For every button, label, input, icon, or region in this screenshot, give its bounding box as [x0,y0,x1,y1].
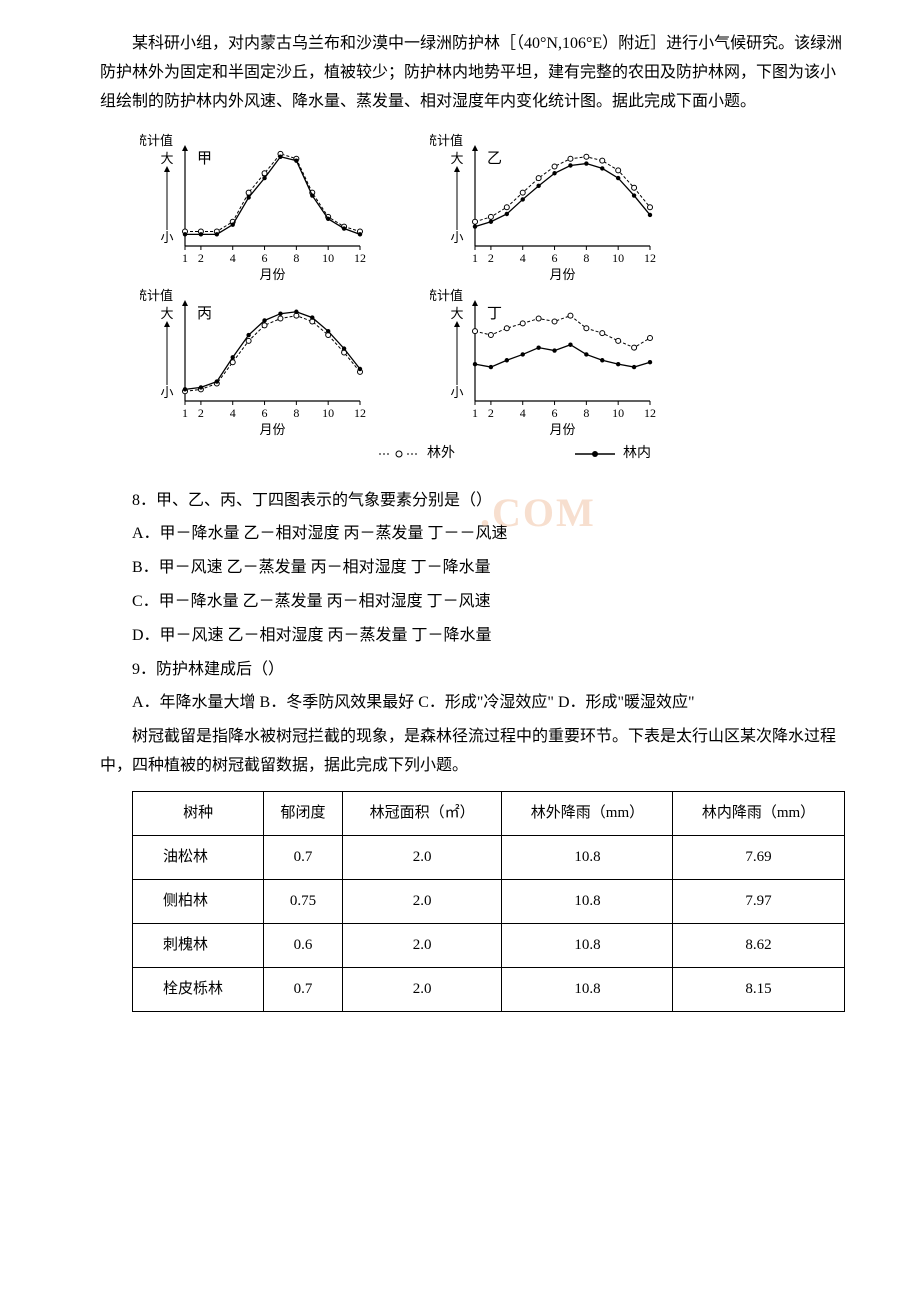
svg-text:6: 6 [262,406,268,420]
svg-text:1: 1 [182,406,188,420]
svg-text:12: 12 [644,251,656,265]
svg-text:丙: 丙 [197,306,212,322]
table-row: 油松林0.72.010.87.69 [133,835,845,879]
intro-paragraph: 某科研小组，对内蒙古乌兰布和沙漠中一绿洲防护林［（40°N,106°E）附近］进… [100,30,850,116]
table-cell: 8.15 [673,967,844,1011]
svg-text:6: 6 [552,406,558,420]
svg-text:月份: 月份 [259,422,285,436]
table-cell: 0.7 [264,835,343,879]
legend-outside-label: 林外 [427,441,455,466]
svg-text:月份: 月份 [549,267,575,281]
table-cell: 2.0 [342,923,502,967]
table-header: 林外降雨（mm） [502,791,673,835]
svg-text:8: 8 [293,406,299,420]
svg-text:小: 小 [160,230,173,245]
table-cell: 8.62 [673,923,844,967]
svg-text:小: 小 [450,230,463,245]
svg-text:2: 2 [488,406,494,420]
svg-text:12: 12 [354,406,366,420]
svg-text:12: 12 [644,406,656,420]
legend-inside: 林内 [575,441,651,466]
table-row: 刺槐林0.62.010.88.62 [133,923,845,967]
svg-text:乙: 乙 [487,151,502,167]
svg-text:小: 小 [450,385,463,400]
legend-inside-label: 林内 [623,441,651,466]
table-cell: 2.0 [342,879,502,923]
svg-text:统计值: 统计值 [140,288,173,303]
svg-text:小: 小 [160,385,173,400]
svg-text:月份: 月份 [259,267,285,281]
svg-text:6: 6 [262,251,268,265]
q8-stem: 8．甲、乙、丙、丁四图表示的气象要素分别是（） [132,487,850,516]
svg-text:4: 4 [230,251,236,265]
table-header: 郁闭度 [264,791,343,835]
legend-outside: 林外 [379,441,455,466]
svg-text:1: 1 [472,251,478,265]
svg-text:8: 8 [293,251,299,265]
q8-option-d: D．甲－风速 乙－相对湿度 丙－蒸发量 丁－降水量 [132,622,850,651]
table-cell: 2.0 [342,967,502,1011]
svg-text:10: 10 [322,251,334,265]
svg-text:6: 6 [552,251,558,265]
svg-text:大: 大 [160,151,173,166]
table-row: 侧柏林0.752.010.87.97 [133,879,845,923]
table-cell: 刺槐林 [133,923,264,967]
table-cell: 7.69 [673,835,844,879]
q8-option-a: A．甲－降水量 乙－相对湿度 丙－蒸发量 丁－－风速 [132,520,850,549]
q9-stem: 9．防护林建成后（） [132,656,850,685]
chart-ding: 统计值大小 丁 12 4 6 8 10 12 月份 [430,286,660,436]
table-cell: 油松林 [133,835,264,879]
table-cell: 0.7 [264,967,343,1011]
q8-option-b: B．甲－风速 乙－蒸发量 丙－相对湿度 丁－降水量 [132,554,850,583]
table-cell: 7.97 [673,879,844,923]
svg-text:10: 10 [322,406,334,420]
charts-grid: 统计值大小甲124681012月份 统计值大小乙124681012月份 统计值大… [140,131,850,466]
table-row: 栓皮栎林0.72.010.88.15 [133,967,845,1011]
table-cell: 10.8 [502,923,673,967]
svg-text:月份: 月份 [549,422,575,436]
svg-text:10: 10 [612,406,624,420]
svg-text:12: 12 [354,251,366,265]
svg-text:4: 4 [230,406,236,420]
table-cell: 10.8 [502,879,673,923]
svg-text:2: 2 [198,406,204,420]
svg-text:1: 1 [472,406,478,420]
table-cell: 侧柏林 [133,879,264,923]
tree-data-table: 树种 郁闭度 林冠面积（㎡） 林外降雨（mm） 林内降雨（mm） 油松林0.72… [132,791,845,1012]
table-header-row: 树种 郁闭度 林冠面积（㎡） 林外降雨（mm） 林内降雨（mm） [133,791,845,835]
svg-text:2: 2 [488,251,494,265]
intro-paragraph-2: 树冠截留是指降水被树冠拦截的现象，是森林径流过程中的重要环节。下表是太行山区某次… [100,723,850,781]
svg-text:统计值: 统计值 [140,133,173,148]
svg-text:8: 8 [583,406,589,420]
svg-text:4: 4 [520,406,526,420]
svg-text:1: 1 [182,251,188,265]
svg-text:2: 2 [198,251,204,265]
q9-options: A．年降水量大增 B．冬季防风效果最好 C．形成"冷湿效应" D．形成"暖湿效应… [132,689,850,718]
chart-bing: 统计值大小 丙 12 4 6 8 10 12 月份 [140,286,370,436]
table-cell: 栓皮栎林 [133,967,264,1011]
svg-text:统计值: 统计值 [430,288,463,303]
table-cell: 2.0 [342,835,502,879]
table-cell: 10.8 [502,835,673,879]
svg-text:丁: 丁 [487,306,502,322]
chart-jia: 统计值大小 甲 12 4 6 8 10 12 月份 [140,131,370,281]
table-cell: 0.6 [264,923,343,967]
table-cell: 0.75 [264,879,343,923]
table-header: 林冠面积（㎡） [342,791,502,835]
svg-text:大: 大 [450,151,463,166]
svg-text:统计值: 统计值 [430,133,463,148]
table-header: 林内降雨（mm） [673,791,844,835]
chart-yi: 统计值大小 乙 12 4 6 8 10 12 月份 [430,131,660,281]
table-cell: 10.8 [502,967,673,1011]
svg-text:4: 4 [520,251,526,265]
svg-text:8: 8 [583,251,589,265]
table-header: 树种 [133,791,264,835]
chart-legend: 林外 林内 [180,441,850,466]
svg-text:10: 10 [612,251,624,265]
svg-text:大: 大 [160,306,173,321]
svg-text:甲: 甲 [197,151,212,167]
svg-text:大: 大 [450,306,463,321]
q8-option-c: C．甲－降水量 乙－蒸发量 丙－相对湿度 丁－风速 [132,588,850,617]
